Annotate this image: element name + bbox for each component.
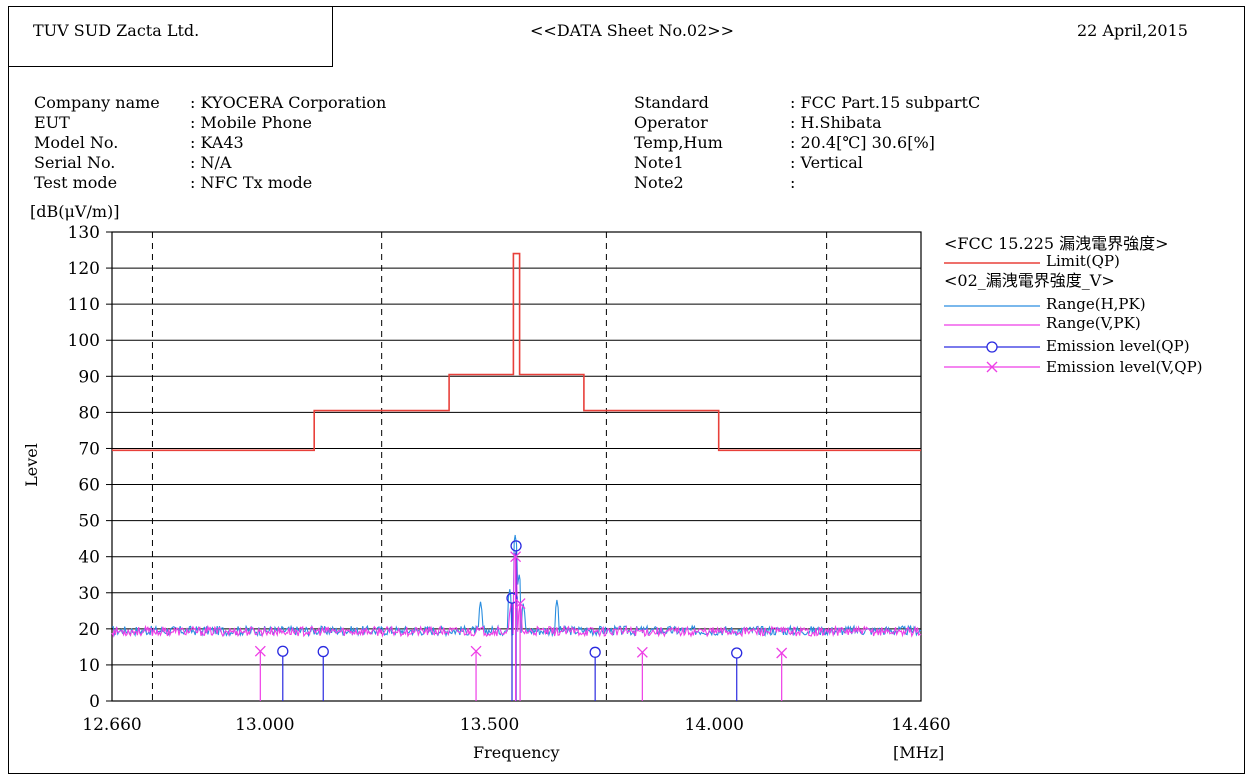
info-label: Temp,Hum [634,133,723,152]
y-tick-label: 60 [78,476,100,496]
y-tick-label: 10 [78,656,100,676]
info-value: : H.Shibata [790,113,882,132]
company-header-box [8,6,333,67]
y-tick-label: 30 [78,584,100,604]
info-value: : Mobile Phone [190,113,312,132]
y-tick-label: 0 [89,692,100,712]
legend-label-limit: Limit(QP) [1046,252,1120,270]
info-label: Model No. [34,133,119,152]
y-tick-label: 100 [68,331,100,351]
info-label: Note1 [634,153,684,172]
x-tick-label: 14.000 [685,715,744,735]
info-label: Note2 [634,173,684,192]
info-value: : KA43 [190,133,244,152]
y-tick-label: 110 [68,295,100,315]
info-label: Test mode [34,173,118,192]
emission-qp-point [506,592,518,604]
info-value: : Vertical [790,153,863,172]
legend-label-range-v: Range(V,PK) [1046,314,1141,332]
info-label: Serial No. [34,153,116,172]
emission-qp-point [277,645,289,657]
y-tick-label: 80 [78,403,100,423]
emission-qp-point [317,645,329,658]
legend-group-title: <FCC 15.225 漏洩電界強度> [944,234,1169,253]
emission-qp-point [589,646,601,658]
x-axis-label: Frequency [473,743,560,762]
emission-vqp-point [776,647,788,659]
legend-label-range-h: Range(H,PK) [1046,295,1146,313]
y-tick-label: 40 [78,548,100,568]
sheet-title: <<DATA Sheet No.02>> [530,21,735,40]
emission-qp-point [510,540,522,552]
y-tick-label: 120 [68,259,100,279]
emission-vqp-point [514,598,526,610]
emission-vqp-point [470,645,482,657]
info-value: : N/A [190,153,232,172]
info-label: Standard [634,93,709,112]
legend-label-emission-vqp: Emission level(V,QP) [1046,358,1203,376]
x-tick-label: 12.660 [82,715,141,735]
info-label: EUT [34,113,70,132]
emission-vqp-point [510,551,522,563]
y-tick-label: 90 [78,367,100,387]
info-label: Operator [634,113,708,132]
y-unit-label: [dB(μV/m)] [30,202,120,221]
x-unit-label: [MHz] [893,743,945,762]
y-tick-label: 70 [78,439,100,459]
limit-qp-line [112,252,921,452]
info-label: Company name [34,93,160,112]
info-value: : NFC Tx mode [190,173,313,192]
info-value: : FCC Part.15 subpartC [790,93,981,112]
legend-marker-emission-vqp [986,361,998,373]
y-tick-label: 50 [78,512,100,532]
x-tick-label: 13.000 [235,715,294,735]
x-tick-label: 14.460 [891,715,950,735]
emission-qp-point [731,647,743,659]
info-value: : [790,173,796,192]
info-value: : 20.4[℃] 30.6[%] [790,133,935,152]
y-tick-label: 20 [78,620,100,640]
legend-marker-emission-qp [986,341,998,353]
emission-vqp-point [254,645,266,657]
info-value: : KYOCERA Corporation [190,93,387,112]
legend-group-title: <02_漏洩電界強度_V> [944,271,1115,290]
emission-vqp-point [636,646,648,658]
sheet-date: 22 April,2015 [1077,21,1188,40]
sheet-frame [8,6,1245,774]
company-header: TUV SUD Zacta Ltd. [33,21,200,40]
legend-label-emission-qp: Emission level(QP) [1046,337,1190,355]
y-tick-label: 130 [68,223,100,243]
x-tick-label: 13.500 [460,715,519,735]
